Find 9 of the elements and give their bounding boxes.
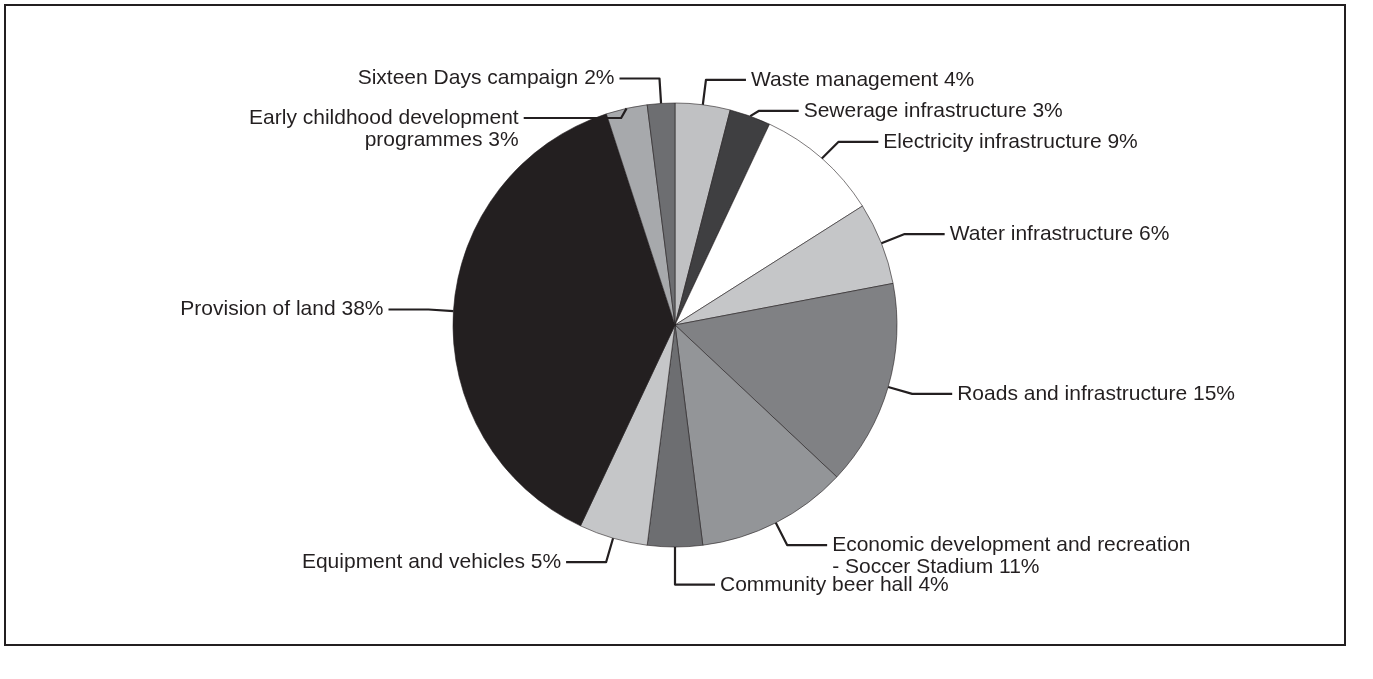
slice-label: Electricity infrastructure 9%: [883, 128, 1138, 152]
slice-label: Roads and infrastructure 15%: [957, 380, 1236, 404]
slice-label: Equipment and vehicles 5%: [301, 549, 562, 573]
slice-label: Provision of land 38%: [180, 296, 384, 320]
slice-label: Sewerage infrastructure 3%: [803, 97, 1063, 121]
slice-label: Water infrastructure 6%: [949, 221, 1170, 245]
slice-label: Sixteen Days campaign 2%: [357, 65, 615, 89]
slice-label: Waste management 4%: [750, 66, 975, 90]
slice-label: Early childhood development programmes 3%: [249, 104, 519, 150]
